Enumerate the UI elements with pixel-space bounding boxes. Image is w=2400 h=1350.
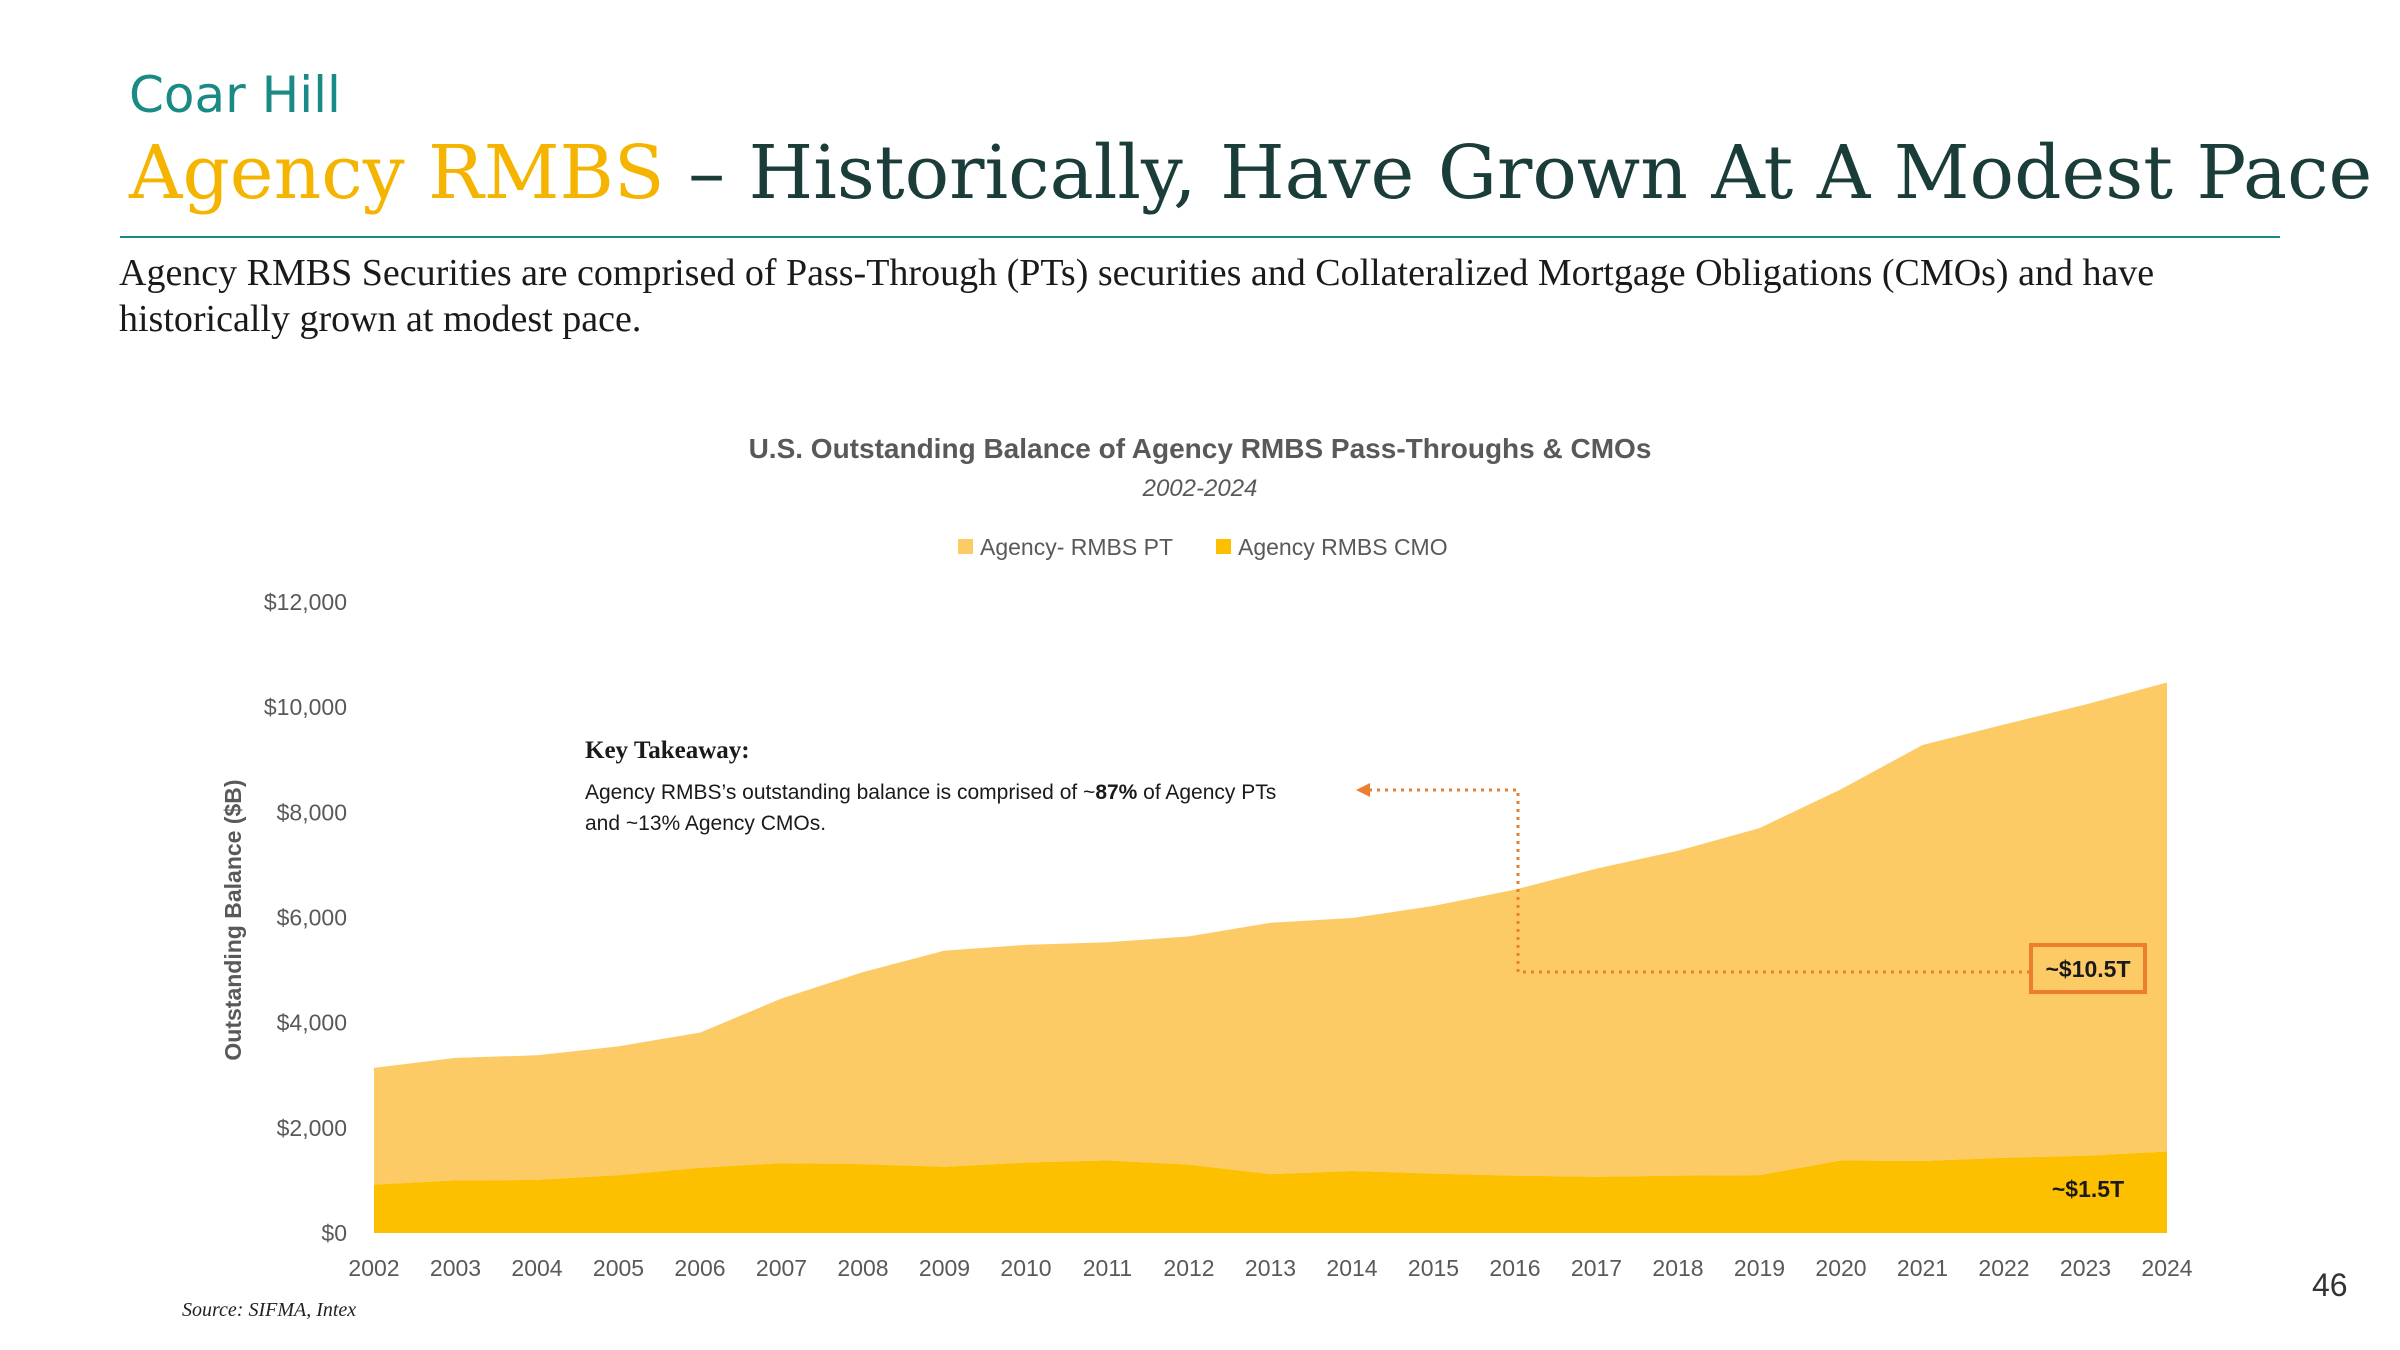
x-tick-label: 2007 <box>756 1255 807 1281</box>
page-title-accent: Agency RMBS <box>129 130 665 216</box>
series-area-cmo <box>374 1151 2167 1233</box>
x-tick-label: 2005 <box>593 1255 644 1281</box>
x-tick-label: 2017 <box>1571 1255 1622 1281</box>
cmo-callout-label: ~$1.5T <box>2052 1176 2124 1202</box>
y-tick-label: $4,000 <box>277 1010 347 1036</box>
x-tick-label: 2014 <box>1326 1255 1377 1281</box>
source-note: Source: SIFMA, Intex <box>182 1299 357 1321</box>
y-tick-label: $2,000 <box>277 1115 347 1141</box>
x-tick-label: 2024 <box>2141 1255 2192 1281</box>
chart-title: U.S. Outstanding Balance of Agency RMBS … <box>749 433 1652 464</box>
y-tick-label: $12,000 <box>264 589 347 615</box>
x-tick-label: 2016 <box>1489 1255 1540 1281</box>
x-tick-label: 2022 <box>1978 1255 2029 1281</box>
x-tick-label: 2003 <box>430 1255 481 1281</box>
x-tick-label: 2004 <box>511 1255 562 1281</box>
legend-label-pt: Agency- RMBS PT <box>980 534 1173 560</box>
chart-areas <box>374 682 2167 1233</box>
x-tick-label: 2019 <box>1734 1255 1785 1281</box>
y-tick-label: $10,000 <box>264 694 347 720</box>
page-number: 46 <box>2312 1267 2348 1303</box>
legend-swatch-cmo <box>1216 539 1231 554</box>
takeaway-line-1: Agency RMBS’s outstanding balance is com… <box>585 781 1276 804</box>
title-divider <box>120 236 2280 238</box>
key-takeaway: Key Takeaway: Agency RMBS’s outstanding … <box>585 737 1276 835</box>
x-tick-label: 2011 <box>1083 1255 1132 1281</box>
page-title: Agency RMBS – Historically, Have Grown A… <box>129 130 2372 216</box>
y-tick-label: $0 <box>321 1220 347 1246</box>
x-tick-label: 2006 <box>674 1255 725 1281</box>
x-tick-label: 2015 <box>1408 1255 1459 1281</box>
intro-text: Agency RMBS Securities are comprised of … <box>119 252 2155 340</box>
takeaway-line-2: and ~13% Agency CMOs. <box>585 812 826 835</box>
chart-legend: Agency- RMBS PT Agency RMBS CMO <box>958 534 1448 560</box>
legend-swatch-pt <box>958 539 973 554</box>
series-area-pt <box>374 682 2167 1185</box>
y-axis-label: Outstanding Balance ($B) <box>220 779 246 1060</box>
takeaway-bold: 87% <box>1095 781 1137 804</box>
x-axis-ticks: 2002 2003 2004 2005 2006 2007 2008 2009 2010 2011… <box>348 1255 2192 1281</box>
y-tick-label: $6,000 <box>277 905 347 931</box>
legend-label-cmo: Agency RMBS CMO <box>1238 534 1448 560</box>
x-tick-label: 2013 <box>1245 1255 1296 1281</box>
total-callout-box <box>2029 943 2147 994</box>
x-tick-label: 2012 <box>1163 1255 1214 1281</box>
y-tick-label: $8,000 <box>277 799 347 825</box>
x-tick-label: 2021 <box>1897 1255 1948 1281</box>
x-tick-label: 2010 <box>1000 1255 1051 1281</box>
takeaway-connector <box>1368 788 2030 974</box>
x-tick-label: 2020 <box>1815 1255 1866 1281</box>
total-callout-label: ~$10.5T <box>2045 956 2130 982</box>
x-tick-label: 2018 <box>1652 1255 1703 1281</box>
x-tick-label: 2009 <box>919 1255 970 1281</box>
x-tick-label: 2008 <box>837 1255 888 1281</box>
y-axis-ticks: $0 $2,000 $4,000 $6,000 $8,000 $10,000 $12,000 <box>264 589 347 1246</box>
chart-subtitle: 2002-2024 <box>1142 475 1258 502</box>
brand-name: Coar Hill <box>129 66 341 124</box>
takeaway-text-2: of Agency PTs <box>1137 781 1276 804</box>
page-title-rest: – Historically, Have Grown At A Modest P… <box>664 130 2373 216</box>
takeaway-title: Key Takeaway: <box>585 737 750 764</box>
x-tick-label: 2023 <box>2060 1255 2111 1281</box>
connector-arrowhead <box>1356 783 1370 797</box>
x-tick-label: 2002 <box>348 1255 399 1281</box>
takeaway-text-1: Agency RMBS’s outstanding balance is com… <box>585 781 1095 804</box>
